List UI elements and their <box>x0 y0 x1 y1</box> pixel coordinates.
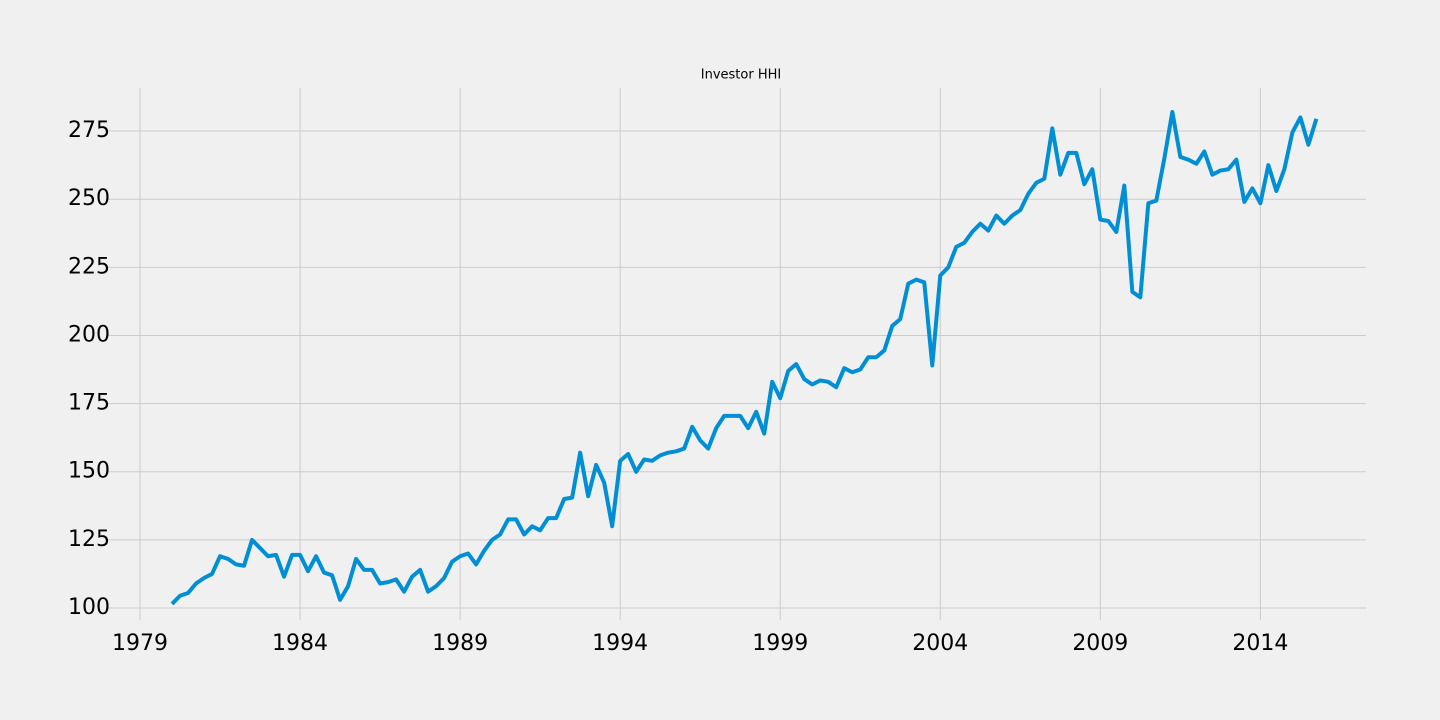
x-tick-label: 2009 <box>1072 631 1128 656</box>
x-tick-label: 1999 <box>752 631 808 656</box>
y-tick-label: 275 <box>68 118 110 143</box>
data-line <box>170 109 1319 606</box>
chart-title: Investor HHI <box>701 68 781 83</box>
x-tick-label: 2004 <box>912 631 968 656</box>
y-tick-label: 175 <box>68 391 110 416</box>
x-tick-label: 2014 <box>1232 631 1288 656</box>
y-tick-label: 250 <box>68 186 110 211</box>
y-tick-label: 200 <box>68 322 110 347</box>
y-tick-label: 125 <box>68 527 110 552</box>
y-tick-label: 225 <box>68 254 110 279</box>
x-tick-label: 1989 <box>432 631 488 656</box>
y-tick-label: 100 <box>68 595 110 620</box>
x-tick-label: 1979 <box>112 631 168 656</box>
y-tick-label: 150 <box>68 459 110 484</box>
x-tick-label: 1994 <box>592 631 648 656</box>
x-tick-label: 1984 <box>272 631 328 656</box>
